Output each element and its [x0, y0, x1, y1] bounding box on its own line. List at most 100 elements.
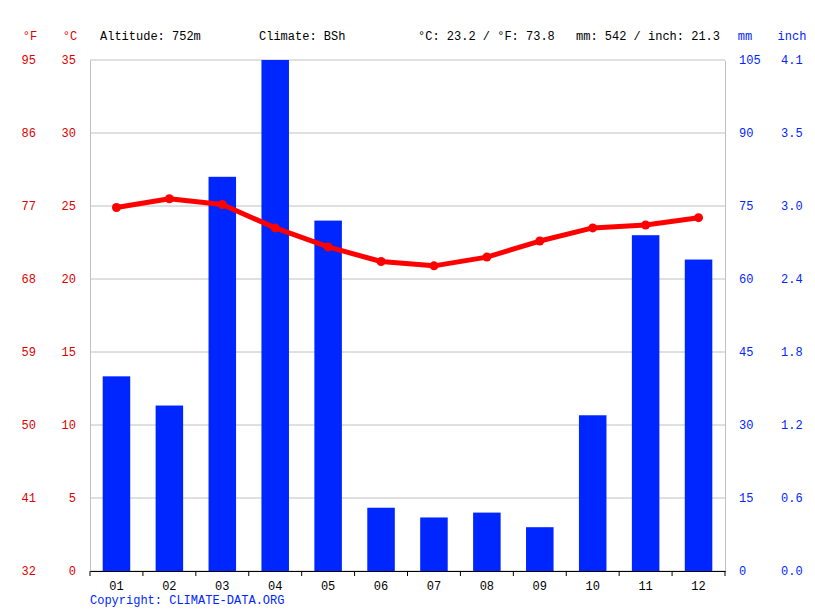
- tick: 0.6: [725, 492, 803, 506]
- tick-label: 10: [586, 580, 600, 594]
- tick: 90: [725, 127, 753, 141]
- tick-label: 3.5: [781, 127, 803, 141]
- tick-label: 59: [22, 346, 36, 360]
- tick: 35: [62, 54, 90, 68]
- tick: 105: [725, 54, 761, 68]
- boundary-tick: [566, 571, 567, 576]
- axis-title: mm: [738, 30, 752, 44]
- tick-label: 05: [321, 580, 335, 594]
- tick: 01: [109, 571, 123, 594]
- tick-label: 2.4: [781, 273, 803, 287]
- line-marker: [324, 242, 333, 251]
- bar: [579, 415, 607, 571]
- line-marker: [165, 194, 174, 203]
- tick-label: 90: [739, 127, 753, 141]
- tick-label: 0: [69, 565, 76, 579]
- tick: 05: [321, 571, 335, 594]
- line-marker: [112, 203, 121, 212]
- tick-label: 10: [62, 419, 76, 433]
- header-text: mm: 542 / inch: 21.3: [576, 30, 720, 44]
- tick: 0: [725, 565, 746, 579]
- tick: 0.0: [725, 565, 803, 579]
- tick: 10: [62, 419, 90, 433]
- bar: [632, 235, 660, 571]
- tick: 4.1: [725, 54, 803, 68]
- tick: 06: [374, 571, 388, 594]
- tick-label: 1.8: [781, 346, 803, 360]
- tick-label: 15: [62, 346, 76, 360]
- bar: [261, 60, 289, 571]
- tick: 09: [533, 571, 547, 594]
- bar: [156, 406, 184, 571]
- tick-label: 11: [638, 580, 652, 594]
- tick-label: 5: [69, 492, 76, 506]
- tick-label: 41: [22, 492, 36, 506]
- line-marker: [218, 200, 227, 209]
- tick-label: 4.1: [781, 54, 803, 68]
- bar: [367, 508, 395, 571]
- grid: [90, 60, 725, 571]
- boundary-tick: [248, 571, 249, 576]
- bar: [473, 513, 501, 571]
- line-marker: [271, 223, 280, 232]
- boundary-tick: [672, 571, 673, 576]
- axis-title: °C: [63, 30, 77, 44]
- boundary-tick: [195, 571, 196, 576]
- tick-label: 02: [162, 580, 176, 594]
- tick-label: 3.0: [781, 200, 803, 214]
- tick: 15: [62, 346, 90, 360]
- tick-label: 60: [739, 273, 753, 287]
- grid-line: [90, 206, 725, 207]
- axis: 0.0 0.6 1.2 1.8 2.4 3.0 3.5 4.1: [725, 54, 803, 579]
- axis: 3241505968778695: [22, 54, 90, 579]
- tick: 1.2: [725, 419, 803, 433]
- axis: 0153045607590105: [725, 54, 761, 579]
- tick-label: 06: [374, 580, 388, 594]
- tick-label: 86: [22, 127, 36, 141]
- tick-label: 1.2: [781, 419, 803, 433]
- tick: 32: [22, 565, 90, 579]
- tick-label: 77: [22, 200, 36, 214]
- tick: 30: [62, 127, 90, 141]
- axis-title: °F: [23, 30, 37, 44]
- tick: 75: [725, 200, 753, 214]
- bar: [103, 376, 131, 571]
- tick-label: 30: [62, 127, 76, 141]
- grid-line: [90, 352, 725, 353]
- axis-title: inch: [778, 30, 807, 44]
- tick: 5: [69, 492, 90, 506]
- boundary-tick: [142, 571, 143, 576]
- tick-label: 95: [22, 54, 36, 68]
- header-text: Climate: BSh: [259, 30, 345, 44]
- chart: Altitude: 752mClimate: BSh°C: 23.2 / °F:…: [0, 0, 815, 611]
- tick: 11: [638, 571, 652, 594]
- tick: 25: [62, 200, 90, 214]
- tick-label: 04: [268, 580, 282, 594]
- tick: 45: [725, 346, 753, 360]
- tick-label: 68: [22, 273, 36, 287]
- axis-line: [90, 61, 91, 572]
- tick-label: 50: [22, 419, 36, 433]
- boundary-tick: [90, 571, 91, 576]
- tick: 08: [480, 571, 494, 594]
- tick-label: 0.6: [781, 492, 803, 506]
- tick: 50: [22, 419, 90, 433]
- tick: 60: [725, 273, 753, 287]
- tick: 1.8: [725, 346, 803, 360]
- grid-line: [90, 60, 725, 61]
- tick: 03: [215, 571, 229, 594]
- boundary-tick: [513, 571, 514, 576]
- bar: [526, 527, 554, 571]
- tick-label: 25: [62, 200, 76, 214]
- tick-label: 08: [480, 580, 494, 594]
- tick: 20: [62, 273, 90, 287]
- tick: 02: [162, 571, 176, 594]
- tick-label: 32: [22, 565, 36, 579]
- axis-line: [725, 61, 726, 572]
- bar: [685, 260, 713, 571]
- header-text: Altitude: 752m: [100, 30, 201, 44]
- boundary-tick: [460, 571, 461, 576]
- line-marker: [535, 237, 544, 246]
- tick: 0: [69, 565, 90, 579]
- tick-label: 75: [739, 200, 753, 214]
